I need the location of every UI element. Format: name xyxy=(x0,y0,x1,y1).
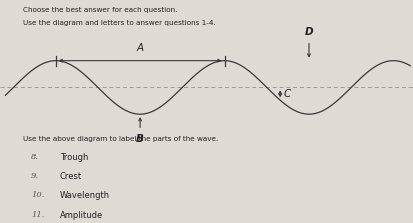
Text: 11.: 11. xyxy=(31,211,44,219)
Text: Use the diagram and letters to answer questions 1-4.: Use the diagram and letters to answer qu… xyxy=(23,20,216,26)
Text: C: C xyxy=(283,89,291,99)
Text: Trough: Trough xyxy=(60,153,88,162)
Text: A: A xyxy=(137,43,144,53)
Text: Wavelength: Wavelength xyxy=(60,191,110,200)
Text: B: B xyxy=(136,134,144,144)
Text: Choose the best answer for each question.: Choose the best answer for each question… xyxy=(23,7,177,13)
Text: Crest: Crest xyxy=(60,172,82,181)
Text: D: D xyxy=(305,27,313,37)
Text: 10.: 10. xyxy=(31,191,44,199)
Text: Amplitude: Amplitude xyxy=(60,211,103,220)
Text: 9.: 9. xyxy=(31,172,39,180)
Text: Use the above diagram to label the parts of the wave.: Use the above diagram to label the parts… xyxy=(23,136,218,142)
Text: 8.: 8. xyxy=(31,153,39,161)
